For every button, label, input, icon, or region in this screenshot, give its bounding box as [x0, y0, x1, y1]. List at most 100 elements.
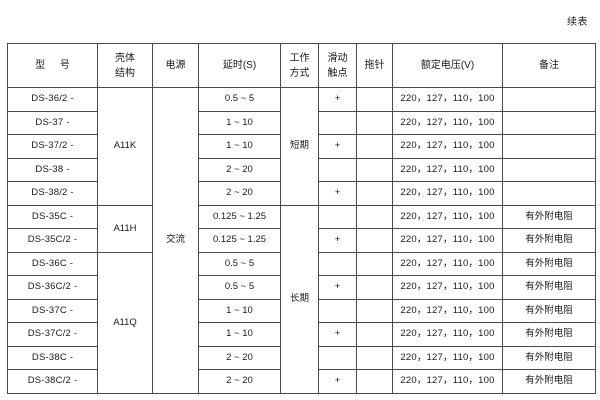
table-row: DS-38/2 - 2 ~ 20 +220，127，110，100 — [7, 181, 596, 206]
cell-slide-contact: + — [318, 87, 357, 112]
cell-slide-contact — [318, 298, 357, 323]
cell-delay-time: 2 ~ 20 — [198, 345, 281, 370]
cell-pointer — [356, 134, 393, 159]
cell-remark: 有外附电阻 — [502, 345, 596, 370]
table-row: DS-38C - 2 ~ 20 220，127，110，100 有外附电阻 — [7, 345, 596, 370]
cell-slide-contact: + — [318, 228, 357, 253]
cell-rated-voltage: 220，127，110，100 — [392, 298, 503, 323]
cell-model: DS-36/2 - — [7, 87, 98, 112]
table-row: DS-37 - 1 ~ 10 220，127，110，100 — [7, 110, 596, 135]
cell-delay-time: 0.5 ~ 5 — [198, 275, 281, 300]
cell-delay-time: 2 ~ 20 — [198, 157, 281, 182]
header-pointer: 拖针 — [356, 43, 393, 88]
cell-remark — [502, 87, 596, 112]
cell-rated-voltage: 220，127，110，100 — [392, 157, 503, 182]
table-row: DS-38C/2 - 2 ~ 20 +220，127，110，100 有外附电阻 — [7, 369, 596, 394]
header-slide-contact-line1: 滑动 — [327, 52, 348, 64]
cell-remark: 有外附电阻 — [502, 275, 596, 300]
cell-rated-voltage: 220，127，110，100 — [392, 275, 503, 300]
cell-shell-structure: A11H — [97, 204, 153, 253]
table-row: DS-35C - A11H 0.125 ~ 1.25 长期 220，127，110，10… — [7, 204, 596, 394]
cell-delay-time: 0.125 ~ 1.25 — [198, 228, 281, 253]
table-row: DS-37C/2 - 1 ~ 10 +220，127，110，100 有外附电阻 — [7, 322, 596, 347]
header-power: 电源 — [152, 43, 199, 88]
cell-pointer — [356, 275, 393, 300]
cell-slide-contact — [318, 157, 357, 182]
cell-delay-time: 0.5 ~ 5 — [198, 251, 281, 276]
cell-pointer — [356, 181, 393, 206]
cell-delay-time: 1 ~ 10 — [198, 322, 281, 347]
cell-shell-structure: A11Q — [97, 251, 153, 394]
table-row: DS-36/2 - A11K 交流 0.5 ~ 5 短期 +220，127，110，100 — [7, 87, 596, 394]
cell-slide-contact — [318, 204, 357, 229]
header-shell-line1: 壳体 — [115, 52, 135, 64]
cell-remark: 有外附电阻 — [502, 228, 596, 253]
table-row: DS-37/2 - 1 ~ 10 +220，127，110，100 — [7, 134, 596, 159]
cell-slide-contact: + — [318, 134, 357, 159]
table-row: DS-36C/2 - 0.5 ~ 5 +220，127，110，100 有外附电阻 — [7, 275, 596, 300]
cell-remark — [502, 157, 596, 182]
cell-rated-voltage: 220，127，110，100 — [392, 369, 503, 394]
relay-spec-table: 型 号 壳体 结构 电源 延时(S) 工作 方式 滑动 触点 — [7, 43, 596, 394]
cell-pointer — [356, 87, 393, 112]
table-row: DS-38 - 2 ~ 20 220，127，110，100 — [7, 157, 596, 182]
cell-slide-contact: + — [318, 369, 357, 394]
cell-slide-contact — [318, 110, 357, 135]
cell-work-mode: 长期 — [280, 204, 319, 394]
table-header: 型 号 壳体 结构 电源 延时(S) 工作 方式 滑动 触点 — [7, 43, 596, 88]
header-remark: 备注 — [502, 43, 596, 88]
cell-model: DS-35C - — [7, 204, 98, 229]
cell-rated-voltage: 220，127，110，100 — [392, 134, 503, 159]
cell-rated-voltage: 220，127，110，100 — [392, 228, 503, 253]
cell-pointer — [356, 110, 393, 135]
cell-pointer — [356, 298, 393, 323]
cell-pointer — [356, 369, 393, 394]
table-body: DS-36/2 - A11K 交流 0.5 ~ 5 短期 +220，127，110，100… — [7, 87, 596, 394]
cell-rated-voltage: 220，127，110，100 — [392, 110, 503, 135]
cell-delay-time: 2 ~ 20 — [198, 181, 281, 206]
cell-slide-contact: + — [318, 322, 357, 347]
cell-pointer — [356, 345, 393, 370]
cell-model: DS-38 - — [7, 157, 98, 182]
header-model-label: 型 号 — [35, 59, 76, 71]
table-row: DS-37C - 1 ~ 10 220，127，110，100 有外附电阻 — [7, 298, 596, 323]
cell-delay-time: 1 ~ 10 — [198, 110, 281, 135]
cell-slide-contact — [318, 345, 357, 370]
cell-remark: 有外附电阻 — [502, 251, 596, 276]
cell-model: DS-36C - — [7, 251, 98, 276]
header-shell: 壳体 结构 — [97, 43, 153, 88]
header-delay: 延时(S) — [198, 43, 281, 88]
cell-delay-time: 1 ~ 10 — [198, 134, 281, 159]
cell-remark: 有外附电阻 — [502, 298, 596, 323]
header-work-mode: 工作 方式 — [280, 43, 319, 88]
cell-slide-contact: + — [318, 275, 357, 300]
cell-pointer — [356, 228, 393, 253]
cell-model: DS-37/2 - — [7, 134, 98, 159]
spec-table-container: 型 号 壳体 结构 电源 延时(S) 工作 方式 滑动 触点 — [7, 43, 596, 394]
cell-pointer — [356, 251, 393, 276]
header-work-mode-line2: 方式 — [289, 67, 310, 79]
cell-work-mode: 短期 — [280, 87, 319, 206]
cell-rated-voltage: 220，127，110，100 — [392, 345, 503, 370]
cell-model: DS-38C/2 - — [7, 369, 98, 394]
cell-remark: 有外附电阻 — [502, 322, 596, 347]
cell-shell-structure: A11K — [97, 87, 153, 206]
cell-rated-voltage: 220，127，110，100 — [392, 87, 503, 112]
table-row: DS-36C - A11Q 0.5 ~ 5 220，127，110，100 有外附电阻 — [7, 251, 596, 394]
cell-model: DS-36C/2 - — [7, 275, 98, 300]
cell-model: DS-38/2 - — [7, 181, 98, 206]
header-shell-line2: 结构 — [115, 67, 135, 79]
cell-remark: 有外附电阻 — [502, 204, 596, 229]
header-slide-contact-line2: 触点 — [327, 67, 348, 79]
cell-delay-time: 0.125 ~ 1.25 — [198, 204, 281, 229]
header-slide-contact: 滑动 触点 — [318, 43, 357, 88]
cell-model: DS-35C/2 - — [7, 228, 98, 253]
cell-pointer — [356, 322, 393, 347]
cell-delay-time: 1 ~ 10 — [198, 298, 281, 323]
cell-rated-voltage: 220，127，110，100 — [392, 251, 503, 276]
cell-pointer — [356, 204, 393, 229]
header-rated-voltage: 额定电压(V) — [392, 43, 503, 88]
cell-rated-voltage: 220，127，110，100 — [392, 181, 503, 206]
cell-pointer — [356, 157, 393, 182]
